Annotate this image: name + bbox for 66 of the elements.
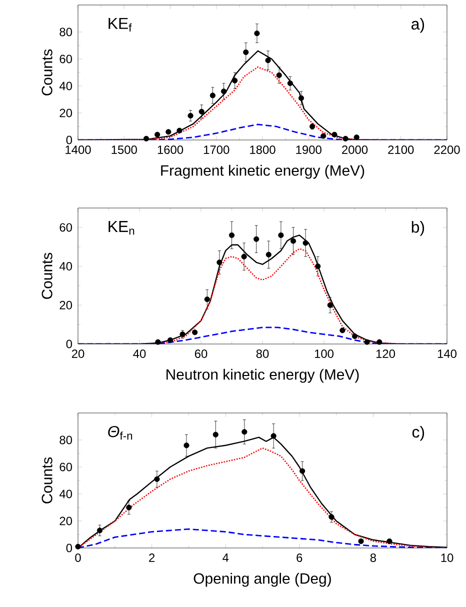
x-axis-title: Opening angle (Deg) xyxy=(194,572,331,587)
y-tick-label: 0 xyxy=(66,544,72,552)
annotation: a) xyxy=(412,18,424,33)
point xyxy=(364,339,370,345)
y-tick-label: 20 xyxy=(60,516,72,526)
x-tick-label: 1700 xyxy=(204,146,230,154)
point xyxy=(332,132,338,138)
x-tick-label: 2100 xyxy=(388,146,414,154)
y-tick-label: 0 xyxy=(66,136,72,144)
line-series xyxy=(78,124,447,140)
y-tick-label: 40 xyxy=(59,82,72,90)
point xyxy=(75,544,81,550)
x-tick-label: 2 xyxy=(149,554,155,562)
point xyxy=(354,134,360,140)
x-tick-label: 1900 xyxy=(296,146,322,154)
x-axis-title: Fragment kinetic energy (MeV) xyxy=(161,164,364,179)
x-tick-label: 6 xyxy=(296,554,302,562)
y-axis-title: Counts xyxy=(42,457,52,504)
point xyxy=(376,339,382,345)
annotation: Θ$_{f-n}$ xyxy=(108,426,132,440)
point xyxy=(143,136,150,142)
y-axis-title: Counts xyxy=(42,49,52,96)
x-tick-label: 1800 xyxy=(250,146,276,154)
x-tick-label: 120 xyxy=(376,350,396,358)
x-tick-label: 10 xyxy=(441,554,454,562)
annotation: b) xyxy=(412,221,424,236)
x-tick-label: 8 xyxy=(370,554,376,562)
x-tick-label: 1400 xyxy=(66,146,91,154)
x-tick-label: 20 xyxy=(72,350,84,358)
y-tick-label: 60 xyxy=(60,54,72,64)
point xyxy=(154,132,160,138)
point xyxy=(176,128,182,134)
point xyxy=(192,330,198,336)
y-tick-label: 20 xyxy=(60,108,72,118)
y-tick-label: 80 xyxy=(60,436,72,444)
point xyxy=(166,129,172,135)
point xyxy=(167,337,174,343)
y-tick-label: 40 xyxy=(59,262,72,271)
x-tick-label: 1600 xyxy=(158,146,184,154)
y-tick-label: 80 xyxy=(60,28,72,36)
point xyxy=(342,136,348,142)
x-tick-label: 60 xyxy=(194,350,208,358)
y-tick-label: 0 xyxy=(66,340,72,348)
x-tick-label: 100 xyxy=(314,350,334,358)
point xyxy=(352,333,358,340)
x-axis-title: Neutron kinetic energy (MeV) xyxy=(166,368,359,383)
point xyxy=(320,133,326,139)
y-tick-label: 20 xyxy=(60,300,72,310)
y-tick-label: 40 xyxy=(59,490,72,498)
x-tick-label: 80 xyxy=(256,350,269,358)
annotation: KE$_{n}$ xyxy=(108,221,134,235)
x-tick-label: 140 xyxy=(438,350,457,358)
y-axis-title: Counts xyxy=(42,252,52,299)
y-tick-label: 60 xyxy=(60,462,72,472)
x-tick-label: 1500 xyxy=(112,146,137,154)
point xyxy=(358,538,364,544)
point xyxy=(155,339,161,345)
x-tick-label: 4 xyxy=(222,554,229,562)
x-tick-label: 2000 xyxy=(342,146,368,154)
annotation: c) xyxy=(412,426,424,441)
x-tick-label: 40 xyxy=(133,350,146,358)
x-tick-label: 2200 xyxy=(434,146,460,154)
x-tick-label: 0 xyxy=(75,554,81,562)
annotation: KE$_{f}$ xyxy=(108,18,132,32)
y-tick-label: 60 xyxy=(60,223,72,232)
point xyxy=(386,538,392,544)
